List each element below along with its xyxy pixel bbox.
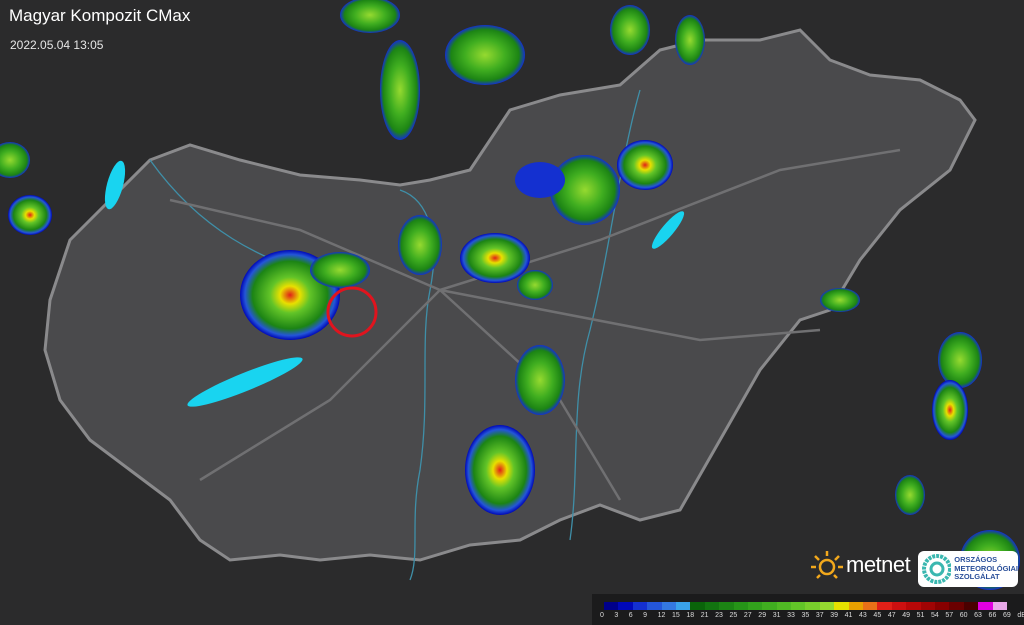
legend-label: 29: [758, 612, 767, 619]
dbz-color-legend: 0 3 6 9 12 15 18 21 23 25 27 29 31 33 35 37 39 41 43 45 47 49…: [592, 594, 1024, 625]
legend-label: 63: [974, 612, 982, 619]
omsz-line-1: ORSZÁGOS: [954, 555, 998, 565]
legend-label: 23: [715, 612, 723, 619]
legend-swatch: [920, 602, 935, 610]
timestamp: 2022.05.04 13:05: [10, 38, 104, 52]
omsz-swirl-icon: [922, 554, 952, 584]
legend-swatch: [906, 602, 921, 610]
omsz-logo: ORSZÁGOS METEOROLÓGIAI SZOLGÁLAT: [918, 551, 1018, 587]
legend-swatch: [949, 602, 964, 610]
legend-label: 41: [844, 612, 853, 619]
legend-label: 27: [743, 612, 752, 619]
legend-label: 66: [988, 612, 997, 619]
legend-swatch: [618, 602, 633, 610]
legend-label: 0: [600, 612, 604, 619]
legend-label: 12: [657, 612, 666, 619]
legend-label: 31: [772, 612, 781, 619]
legend-swatch: [834, 602, 849, 610]
legend-swatch: [719, 602, 734, 610]
legend-label: 21: [700, 612, 709, 619]
legend-swatch: [963, 602, 979, 610]
lake-tisza: [651, 211, 685, 249]
legend-swatch: [805, 602, 820, 610]
omsz-logo-text: ORSZÁGOS METEOROLÓGIAI SZOLGÁLAT: [954, 556, 1018, 582]
legend-label: 15: [671, 612, 680, 619]
legend-label: 18: [686, 612, 695, 619]
legend-label: 9: [643, 612, 648, 619]
legend-swatch: [978, 602, 993, 610]
legend-swatch: [762, 602, 777, 610]
metnet-logo: metnet: [810, 548, 911, 582]
legend-swatch: [733, 602, 748, 610]
legend-unit: dBZ: [1017, 612, 1024, 619]
legend-label: 43: [859, 612, 867, 619]
legend-swatch: [891, 602, 907, 610]
legend-label: 6: [628, 612, 633, 619]
legend-label: 39: [830, 612, 839, 619]
hungary-country-shape: [43, 28, 977, 562]
metnet-logo-text: metnet: [846, 552, 911, 577]
legend-label: 57: [945, 612, 954, 619]
legend-swatch: [632, 602, 648, 610]
legend-swatch: [992, 602, 1007, 610]
legend-label: 25: [729, 612, 738, 619]
legend-label: 45: [873, 612, 882, 619]
legend-swatch: [747, 602, 763, 610]
legend-swatch: [675, 602, 691, 610]
omsz-line-2: METEOROLÓGIAI: [954, 563, 1018, 573]
legend-label: 60: [959, 612, 968, 619]
legend-swatch: [863, 602, 878, 610]
legend-swatch: [647, 602, 662, 610]
legend-swatch: [604, 602, 619, 610]
location-marker-circle: [326, 286, 378, 338]
omsz-line-3: SZOLGÁLAT: [954, 572, 1000, 582]
lake-neusiedl: [104, 160, 126, 210]
legend-swatch: [848, 602, 864, 610]
legend-swatch: [690, 602, 705, 610]
legend-swatch: [819, 602, 835, 610]
legend-swatch: [704, 602, 720, 610]
legend-label: 49: [902, 612, 910, 619]
legend-swatch: [934, 602, 950, 610]
legend-color-bar: [604, 602, 1007, 610]
lakes: [104, 160, 685, 407]
lake-balaton: [187, 357, 303, 407]
legend-swatch: [661, 602, 676, 610]
legend-swatch: [776, 602, 792, 610]
legend-label: 33: [787, 612, 795, 619]
legend-label: 3: [614, 612, 619, 619]
legend-label: 47: [887, 612, 896, 619]
legend-labels: 0 3 6 9 12 15 18 21 23 25 27 29 31 33 35 37 39 41 43 45 47 49…: [600, 612, 1024, 619]
map-title: Magyar Kompozit CMax: [9, 6, 191, 25]
legend-swatch: [791, 602, 806, 610]
radar-echoes: [0, 0, 1020, 590]
legend-label: 69: [1002, 612, 1011, 619]
legend-label: 37: [815, 612, 824, 619]
legend-label: 35: [801, 612, 810, 619]
legend-swatch: [877, 602, 892, 610]
legend-label: 54: [930, 612, 939, 619]
legend-label: 51: [916, 612, 925, 619]
sun-icon: [811, 551, 843, 579]
